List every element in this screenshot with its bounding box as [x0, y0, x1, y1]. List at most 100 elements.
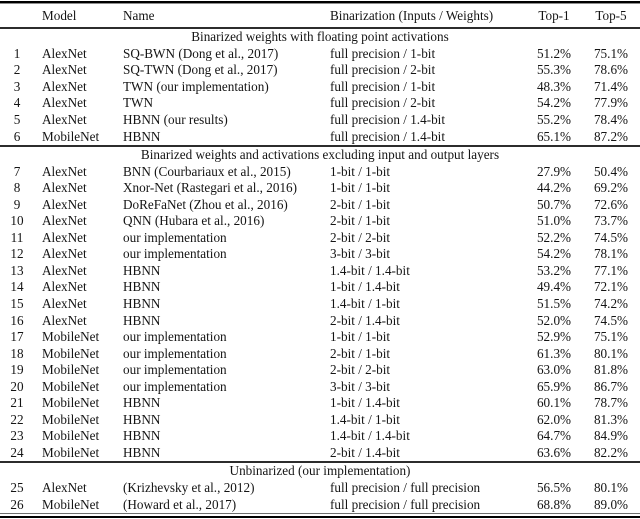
table-section: Binarized weights and activations exclud…	[0, 145, 640, 463]
table-section: Unbinarized (our implementation) 25 Alex…	[0, 462, 640, 513]
row-index: 13	[10, 262, 24, 278]
table-row: 19 MobileNet our implementation 2-bit / …	[0, 362, 640, 379]
row-name: HBNN	[123, 444, 161, 460]
table-row: 26 MobileNet (Howard et al., 2017) full …	[0, 496, 640, 513]
row-binarization: full precision / 1-bit	[330, 78, 436, 94]
row-top1: 55.3%	[536, 62, 572, 78]
row-name: (Howard et al., 2017)	[123, 496, 237, 512]
row-model: AlexNet	[42, 78, 87, 94]
row-index: 23	[10, 428, 24, 444]
table-row: 2 AlexNet SQ-TWN (Dong et al., 2017) ful…	[0, 62, 640, 79]
row-top5: 71.4%	[593, 78, 629, 94]
row-model: MobileNet	[42, 428, 100, 444]
row-binarization: 1-bit / 1.4-bit	[330, 395, 400, 411]
row-name: HBNN	[123, 296, 161, 312]
section-title: Binarized weights and activations exclud…	[140, 147, 500, 163]
col-header-top5: Top-5	[595, 8, 627, 23]
row-top5: 69.2%	[593, 180, 629, 196]
row-name: HBNN (our results)	[123, 112, 228, 127]
section-title: Unbinarized (our implementation)	[229, 463, 411, 479]
row-top1: 50.7%	[536, 196, 572, 212]
row-model: MobileNet	[42, 411, 100, 427]
row-top1: 60.1%	[536, 395, 572, 411]
row-model: AlexNet	[42, 246, 87, 262]
row-model: AlexNet	[42, 312, 87, 328]
row-top5: 75.1%	[593, 329, 629, 345]
row-top1: 53.2%	[536, 262, 572, 278]
table-row: 13 AlexNet HBNN 1.4-bit / 1.4-bit 53.2% …	[0, 263, 640, 280]
row-top5: 84.9%	[593, 428, 629, 444]
table-row: 8 AlexNet Xnor-Net (Rastegari et al., 20…	[0, 180, 640, 197]
row-index: 22	[10, 411, 24, 427]
row-model: MobileNet	[42, 395, 100, 411]
row-index: 8	[13, 180, 21, 196]
row-name: DoReFaNet (Zhou et al., 2016)	[123, 196, 288, 212]
row-name: TWN	[123, 95, 154, 111]
table-row: 24 MobileNet HBNN 2-bit / 1.4-bit 63.6% …	[0, 445, 640, 463]
table-row: 10 AlexNet QNN (Hubara et al., 2016) 2-b…	[0, 213, 640, 230]
row-model: AlexNet	[42, 196, 87, 212]
row-name: HBNN	[123, 262, 161, 278]
row-top1: 64.7%	[536, 428, 572, 444]
row-name: our implementation	[123, 345, 227, 361]
table-row: 1 AlexNet SQ-BWN (Dong et al., 2017) ful…	[0, 46, 640, 63]
table-row: 12 AlexNet our implementation 3-bit / 3-…	[0, 246, 640, 263]
row-binarization: 2-bit / 1.4-bit	[330, 444, 400, 460]
col-header-model: Model	[42, 8, 77, 23]
row-top1: 52.2%	[536, 229, 572, 245]
section-title-row: Binarized weights and activations exclud…	[0, 146, 640, 164]
row-name: our implementation	[123, 378, 227, 394]
row-index: 19	[10, 362, 24, 378]
row-name: Xnor-Net (Rastegari et al., 2016)	[123, 180, 298, 196]
row-binarization: 3-bit / 3-bit	[330, 246, 391, 262]
table-bottom-rule-shadow	[0, 512, 640, 514]
row-binarization: 1.4-bit / 1.4-bit	[330, 262, 410, 278]
row-top5: 78.4%	[593, 112, 629, 127]
table-section: Binarized weights with floating point ac…	[0, 28, 640, 146]
row-model: MobileNet	[42, 128, 100, 144]
row-binarization: full precision / 1.4-bit	[330, 128, 446, 144]
table-row: 25 AlexNet (Krizhevsky et al., 2012) ful…	[0, 480, 640, 497]
row-top5: 81.3%	[593, 411, 629, 427]
row-model: AlexNet	[42, 95, 87, 111]
row-top1: 52.9%	[536, 329, 572, 345]
table-row: 21 MobileNet HBNN 1-bit / 1.4-bit 60.1% …	[0, 395, 640, 412]
row-top1: 68.8%	[536, 496, 572, 512]
row-binarization: 2-bit / 1-bit	[330, 196, 391, 212]
row-top1: 51.5%	[536, 296, 572, 312]
row-binarization: 2-bit / 1-bit	[330, 213, 391, 229]
row-index: 6	[13, 128, 21, 144]
table-header: Model Name Binarization (Inputs / Weight…	[0, 5, 640, 28]
table-top-rule-shadow	[0, 3, 640, 4]
row-index: 12	[10, 246, 24, 262]
row-name: HBNN	[123, 395, 161, 411]
row-name: HBNN	[123, 312, 161, 328]
row-binarization: 1-bit / 1-bit	[330, 163, 391, 179]
row-model: AlexNet	[42, 480, 87, 496]
row-name: HBNN	[123, 128, 161, 144]
row-name: HBNN	[123, 428, 161, 444]
row-top5: 82.2%	[593, 444, 629, 460]
row-index: 17	[10, 329, 24, 345]
table-row: 4 AlexNet TWN full precision / 2-bit 54.…	[0, 95, 640, 112]
table-row: 20 MobileNet our implementation 3-bit / …	[0, 378, 640, 395]
row-top5: 87.2%	[593, 128, 629, 144]
row-index: 11	[10, 229, 24, 245]
row-model: AlexNet	[42, 229, 87, 245]
row-model: AlexNet	[42, 262, 87, 278]
row-top1: 54.2%	[536, 246, 572, 262]
row-top1: 52.0%	[536, 312, 572, 328]
row-top1: 51.0%	[536, 213, 572, 229]
row-top5: 78.1%	[593, 246, 629, 262]
row-index: 16	[10, 312, 24, 328]
row-binarization: full precision / 2-bit	[330, 62, 436, 78]
col-header-binarization: Binarization (Inputs / Weights)	[330, 8, 494, 23]
row-binarization: 1-bit / 1-bit	[330, 180, 391, 196]
row-index: 15	[10, 296, 24, 312]
row-top5: 80.1%	[593, 345, 629, 361]
row-top5: 77.1%	[593, 262, 629, 278]
row-index: 2	[13, 62, 21, 78]
row-name: our implementation	[123, 329, 227, 345]
table-row: 3 AlexNet TWN (our implementation) full …	[0, 79, 640, 96]
table-row: 17 MobileNet our implementation 1-bit / …	[0, 329, 640, 346]
